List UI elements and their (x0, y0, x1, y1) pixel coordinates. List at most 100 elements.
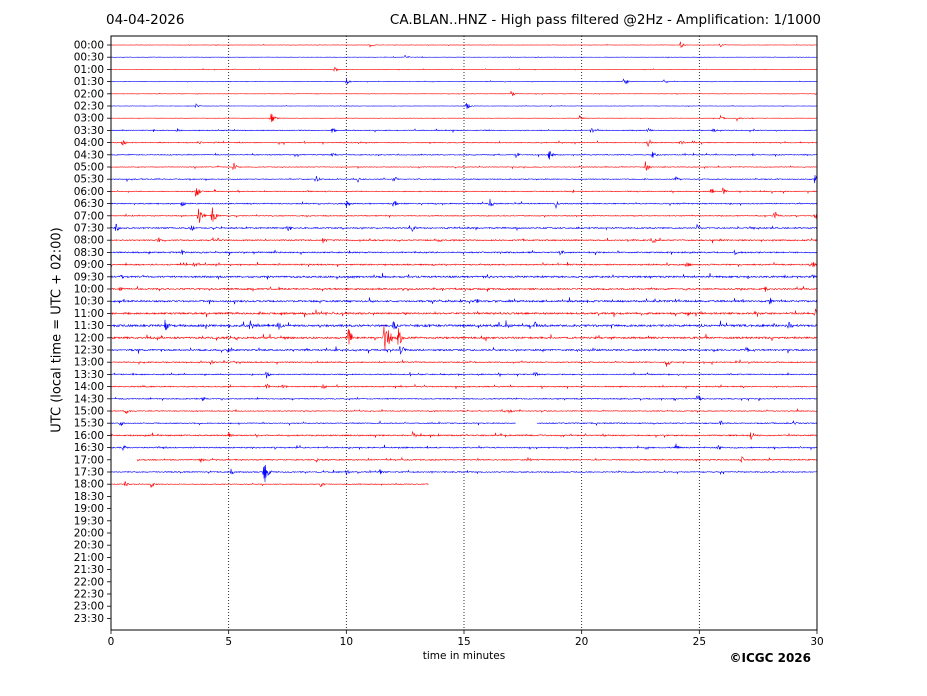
trace-1630 (110, 443, 818, 451)
seismic-traces (110, 41, 818, 488)
trace-1330 (110, 371, 818, 379)
trace-1300 (110, 359, 818, 367)
y-tick-label: 08:00 (74, 235, 104, 247)
trace-1700 (136, 455, 818, 463)
trace-0300 (111, 113, 818, 123)
y-tick-label: 12:00 (74, 332, 104, 344)
trace-1200 (110, 325, 818, 350)
chart-title: CA.BLAN..HNZ - High pass filtered @2Hz -… (389, 12, 821, 28)
trace-0000 (110, 41, 818, 49)
y-tick-label: 12:30 (74, 345, 104, 357)
trace-1030 (110, 297, 818, 305)
trace-0400 (110, 139, 818, 147)
trace-1000 (110, 285, 818, 293)
y-tick-label: 00:30 (74, 52, 104, 64)
y-tick-label: 14:30 (74, 393, 104, 405)
y-tick-label: 09:00 (74, 259, 104, 271)
y-tick-label: 20:00 (74, 528, 104, 540)
y-tick-label: 01:30 (74, 76, 104, 88)
y-tick-label: 17:30 (74, 467, 104, 479)
y-tick-label: 04:30 (74, 149, 104, 161)
y-tick-label: 06:30 (74, 198, 104, 210)
trace-0730 (110, 223, 818, 232)
trace-1230 (110, 346, 818, 355)
y-tick-label: 17:00 (74, 454, 104, 466)
trace-1730 (110, 464, 818, 483)
y-tick-label: 04:00 (74, 137, 104, 149)
y-tick-label: 18:30 (74, 491, 104, 503)
trace-0130 (110, 78, 818, 85)
y-tick-label: 20:30 (74, 540, 104, 552)
y-tick-label: 19:30 (74, 515, 104, 527)
y-tick-label: 13:00 (74, 357, 104, 369)
trace-0230 (110, 103, 818, 109)
y-tick-label: 22:30 (74, 589, 104, 601)
y-tick-label: 05:00 (74, 162, 104, 174)
trace-0200 (110, 91, 818, 97)
y-tick-label: 11:30 (74, 320, 104, 332)
y-tick-label: 07:00 (74, 210, 104, 222)
x-axis-label: time in minutes (422, 650, 506, 662)
y-tick-label: 21:00 (74, 552, 104, 564)
trace-1400 (110, 383, 818, 390)
trace-1800 (110, 481, 429, 488)
trace-1100 (110, 308, 818, 318)
copyright-notice: ©ICGC 2026 (729, 651, 811, 665)
y-tick-label: 19:00 (74, 503, 104, 515)
trace-1130 (110, 319, 818, 331)
y-tick-label: 07:30 (74, 223, 104, 235)
y-tick-label: 01:00 (74, 64, 104, 76)
y-tick-label: 15:00 (74, 406, 104, 418)
trace-0700 (110, 207, 818, 223)
y-tick-label: 03:00 (74, 113, 104, 125)
y-tick-label: 05:30 (74, 174, 104, 186)
y-tick-label: 02:30 (74, 101, 104, 113)
trace-0100 (110, 66, 818, 72)
y-tick-label: 23:00 (74, 601, 104, 613)
x-tick-label: 15 (457, 636, 470, 648)
y-tick-label: 09:30 (74, 271, 104, 283)
trace-0030 (110, 54, 818, 59)
y-tick-label: 06:00 (74, 186, 104, 198)
y-tick-label: 03:30 (74, 125, 104, 137)
trace-0900 (110, 261, 818, 268)
trace-0530 (110, 174, 818, 184)
x-tick-label: 30 (810, 636, 823, 648)
y-tick-label: 10:30 (74, 296, 104, 308)
trace-0630 (110, 198, 818, 209)
x-axis-ticks: 0 5 10 15 20 25 30 (108, 630, 824, 648)
trace-0330 (110, 127, 818, 134)
y-tick-label: 02:00 (74, 88, 104, 100)
y-tick-label: 00:00 (74, 40, 104, 52)
y-tick-label: 16:30 (74, 442, 104, 454)
trace-0830 (110, 249, 818, 256)
trace-1600 (110, 430, 818, 440)
y-tick-label: 15:30 (74, 418, 104, 430)
y-axis-label: UTC (local time = UTC + 02:00) (49, 227, 65, 433)
y-tick-label: 08:30 (74, 247, 104, 259)
trace-1430 (110, 395, 818, 402)
y-tick-label: 16:00 (74, 430, 104, 442)
x-tick-label: 10 (340, 636, 353, 648)
trace-0600 (110, 187, 818, 197)
y-tick-label: 14:00 (74, 381, 104, 393)
y-tick-label: 10:00 (74, 284, 104, 296)
trace-1530 (110, 420, 516, 427)
trace-1500 (110, 408, 818, 414)
x-tick-label: 25 (693, 636, 706, 648)
y-axis-ticks: 00:0000:3001:0001:3002:0002:3003:0003:30… (74, 40, 111, 625)
y-tick-label: 18:00 (74, 479, 104, 491)
x-gridlines (228, 36, 700, 630)
y-tick-label: 21:30 (74, 564, 104, 576)
trace-0430 (110, 150, 818, 160)
y-tick-label: 23:30 (74, 613, 104, 625)
trace-0500 (110, 161, 818, 171)
plot-frame (110, 35, 818, 631)
recording-date: 04-04-2026 (106, 12, 185, 28)
y-tick-label: 13:30 (74, 369, 104, 381)
x-tick-label: 0 (108, 636, 115, 648)
trace-0800 (110, 237, 818, 244)
y-tick-label: 22:00 (74, 576, 104, 588)
trace-1530 (536, 420, 818, 427)
